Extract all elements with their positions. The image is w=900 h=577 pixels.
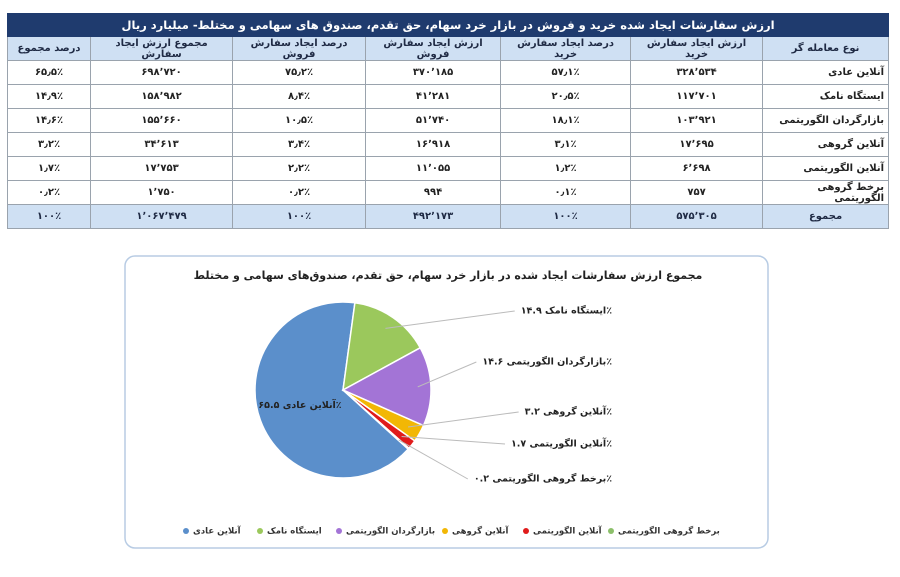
leader-line: [417, 361, 477, 388]
leader-line: [385, 310, 515, 329]
cell: ۳٫۱٪: [500, 132, 632, 157]
table-body: ارزش سفارشات ایجاد شده خرید و فروش در با…: [6, 13, 890, 229]
row-label: بازارگردان الگوریتمی: [762, 108, 890, 133]
cell: ۶۵٫۵٪: [6, 60, 92, 85]
cell: ۷۵٫۲٪: [232, 60, 367, 85]
cell: ۱۷٬۶۹۵: [630, 132, 764, 157]
row-label: برخط گروهی الگوریتمی: [762, 180, 890, 205]
row-label: آنلاین عادی: [762, 60, 890, 85]
row-row: برخط گروهی الگوریتمی ۷۵۷ ۰٫۱٪ ۹۹۴ ۰٫۲٪ ۱٬۷۵۰ ۰…: [6, 180, 890, 205]
cell: ۱۵۸٬۹۸۲: [90, 84, 234, 109]
slice-label: آنلاین عادی ۶۵.۵٪: [258, 398, 341, 411]
cell: ۶٬۶۹۸: [630, 156, 764, 181]
cell: ۳۴٬۶۱۳: [90, 132, 234, 157]
cell: ۵۷٫۱٪: [500, 60, 632, 85]
leader-line: [398, 439, 469, 480]
leader-line: [407, 411, 519, 428]
legend-marker: [257, 528, 263, 534]
cell: ۵۱٬۷۴۰: [365, 108, 502, 133]
cell: ۱۴٫۶٪: [6, 108, 92, 133]
cell: ۳۲۸٬۵۳۴: [630, 60, 764, 85]
cell: ارزش ایجاد سفارش فروش: [365, 36, 502, 61]
legend-label: آنلاین الگوریتمی: [533, 525, 603, 537]
cell: ۱۰۰٪: [6, 204, 92, 229]
legend-label: آنلاین عادی: [193, 525, 242, 537]
legend-marker: [608, 528, 614, 534]
cell: ۲٫۲٪: [232, 156, 367, 181]
cell: ۰٫۱٪: [500, 180, 632, 205]
slice-label: برخط گروهی الگوریتمی ۰.۲٪: [474, 473, 612, 485]
cell: ۱۴٫۹٪: [6, 84, 92, 109]
row-label: آنلاین گروهی: [762, 132, 890, 157]
cell: ۱۷٬۷۵۳: [90, 156, 234, 181]
cell: ۱٫۲٪: [500, 156, 632, 181]
pie-slice: [342, 389, 410, 451]
head-row: نوع معامله گر ارزش ایجاد سفارش خرید درصد ا…: [6, 36, 890, 61]
cell: ۱۰۳٬۹۲۱: [630, 108, 764, 133]
cell: ۱۵۵٬۶۶۰: [90, 108, 234, 133]
legend-label: بازارگردان الگوریتمی: [346, 526, 435, 537]
row-label: نوع معامله گر: [762, 36, 890, 61]
row-label: آنلاین الگوریتمی: [762, 156, 890, 181]
row-row: آنلاین گروهی ۱۷٬۶۹۵ ۳٫۱٪ ۱۶٬۹۱۸ ۳٫۴٪ ۳۴٬۶۱۳ ۳٫…: [6, 132, 890, 157]
cell: ۸٫۴٪: [232, 84, 367, 109]
cell: درصد ایجاد سفارش خرید: [500, 36, 632, 61]
row-label: مجموع: [762, 204, 890, 229]
row-label: ایستگاه نامک: [762, 84, 890, 109]
cell: ۶۹۸٬۷۲۰: [90, 60, 234, 85]
cell: ۱٬۰۶۷٬۴۷۹: [90, 204, 234, 229]
pie-slice: [341, 346, 432, 427]
leader-line: [401, 435, 506, 445]
legend-marker: [442, 528, 448, 534]
cell: ۵۷۵٬۳۰۵: [630, 204, 764, 229]
pie-slice: [342, 301, 422, 392]
cell: ارزش ایجاد سفارش خرید: [630, 36, 764, 61]
legend-label: ایستگاه نامک: [267, 526, 322, 537]
slice-label: آنلاین الگوریتمی ۱.۷٪: [511, 437, 612, 450]
cell: ۱۰٫۵٪: [232, 108, 367, 133]
cell: ۴۹۲٬۱۷۳: [365, 204, 502, 229]
cell: ۲۰٫۵٪: [500, 84, 632, 109]
slice-label: بازارگردان الگوریتمی ۱۴.۶٪: [482, 356, 612, 368]
cell: ۳٫۴٪: [232, 132, 367, 157]
row-row: آنلاین عادی ۳۲۸٬۵۳۴ ۵۷٫۱٪ ۳۷۰٬۱۸۵ ۷۵٫۲٪ ۶۹۸٬۷…: [6, 60, 890, 85]
pie-slice: [254, 301, 410, 479]
cell: ۱۶٬۹۱۸: [365, 132, 502, 157]
cell: ۷۵۷: [630, 180, 764, 205]
legend-label: آنلاین گروهی: [452, 525, 509, 537]
data-table: ارزش سفارشات ایجاد شده خرید و فروش در با…: [6, 13, 890, 229]
cell: ۱۱٬۰۵۵: [365, 156, 502, 181]
slice-label: آنلاین گروهی ۳.۲٪: [525, 405, 613, 418]
row-row: بازارگردان الگوریتمی ۱۰۳٬۹۲۱ ۱۸٫۱٪ ۵۱٬۷۴۰ ۱۰…: [6, 108, 890, 133]
cell: درصد ایجاد سفارش فروش: [232, 36, 367, 61]
title-row: ارزش سفارشات ایجاد شده خرید و فروش در با…: [6, 13, 890, 37]
cell: درصد مجموع: [6, 36, 92, 61]
table-title: ارزش سفارشات ایجاد شده خرید و فروش در با…: [6, 13, 890, 37]
slice-label: ایستگاه نامک ۱۴.۹٪: [521, 305, 612, 317]
chart-title: مجموع ارزش سفارشات ایجاد شده در بازار خر…: [194, 269, 703, 282]
cell: ۳۷۰٬۱۸۵: [365, 60, 502, 85]
cell: ۱٬۷۵۰: [90, 180, 234, 205]
tot-row: مجموع ۵۷۵٬۳۰۵ ۱۰۰٪ ۴۹۲٬۱۷۳ ۱۰۰٪ ۱٬۰۶۷٬۴۷۹ ۱۰۰٪: [6, 204, 890, 229]
cell: ۰٫۲٪: [6, 180, 92, 205]
chart-frame: [124, 255, 769, 549]
cell: ۱۸٫۱٪: [500, 108, 632, 133]
cell: ۱٫۷٪: [6, 156, 92, 181]
cell: ۱۱۷٬۷۰۱: [630, 84, 764, 109]
legend-label: برخط گروهی الگوریتمی: [618, 526, 720, 537]
cell: ۳٫۲٪: [6, 132, 92, 157]
legend-marker: [336, 528, 342, 534]
cell: ۴۱٬۲۸۱: [365, 84, 502, 109]
cell: مجموع ارزش ایجاد سفارش: [90, 36, 234, 61]
cell: ۰٫۲٪: [232, 180, 367, 205]
cell: ۹۹۴: [365, 180, 502, 205]
cell: ۱۰۰٪: [232, 204, 367, 229]
row-row: آنلاین الگوریتمی ۶٬۶۹۸ ۱٫۲٪ ۱۱٬۰۵۵ ۲٫۲٪ ۱۷٬۷۵…: [6, 156, 890, 181]
legend-marker: [183, 528, 189, 534]
legend-marker: [523, 528, 529, 534]
row-row: ایستگاه نامک ۱۱۷٬۷۰۱ ۲۰٫۵٪ ۴۱٬۲۸۱ ۸٫۴٪ ۱۵۸٬۹۸…: [6, 84, 890, 109]
cell: ۱۰۰٪: [500, 204, 632, 229]
